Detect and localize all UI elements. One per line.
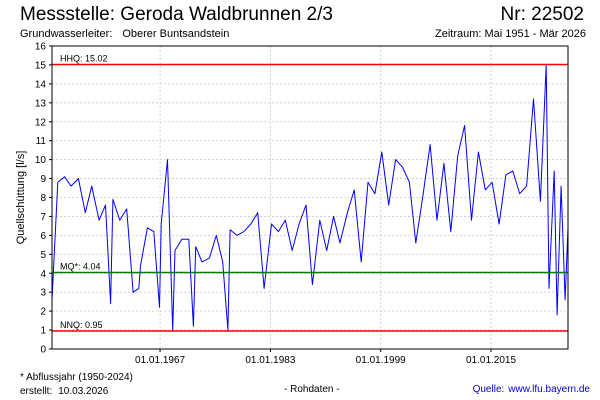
x-tick-label: 01.01.1983 (245, 355, 295, 366)
plot-frame (51, 45, 569, 350)
created-label: erstellt: (20, 386, 53, 397)
raw-data-label: - Rohdaten - (284, 384, 340, 395)
reference-line-label: MQ*: 4.04 (60, 261, 101, 271)
y-tick-label: 16 (35, 42, 47, 53)
y-tick-label: 9 (40, 174, 46, 185)
created-date: 10.03.2026 (58, 386, 109, 397)
y-tick-label: 3 (40, 288, 46, 299)
y-tick-label: 5 (40, 250, 46, 261)
y-tick-label: 15 (35, 60, 47, 71)
y-tick-label: 0 (40, 345, 46, 356)
y-tick-label: 13 (35, 98, 47, 109)
y-tick-label: 4 (40, 269, 46, 280)
y-tick-label: 1 (40, 326, 46, 337)
y-tick-label: 7 (40, 212, 46, 223)
discharge-series-line (51, 64, 569, 331)
y-tick-label: 12 (35, 117, 47, 128)
reference-line-label: NNQ: 0.95 (60, 320, 103, 330)
station-number: Nr: 22502 (500, 4, 584, 25)
aquifer-value: Oberer Buntsandstein (122, 28, 230, 40)
y-tick-label: 8 (40, 193, 46, 204)
y-tick-label: 2 (40, 307, 46, 318)
created-info: erstellt: 10.03.2026 (20, 386, 108, 397)
y-tick-label: 11 (36, 136, 47, 147)
y-tick-label: 10 (35, 155, 47, 166)
x-tick-label: 01.01.1967 (135, 355, 185, 366)
station-title: Messstelle: Geroda Waldbrunnen 2/3 (20, 4, 333, 25)
x-tick-label: 01.01.1999 (356, 355, 406, 366)
period-label: Zeitraum: Mai 1951 - Mär 2026 (434, 28, 586, 40)
x-tick-label: 01.01.2015 (466, 355, 516, 366)
source-link[interactable]: www.lfu.bayern.de (508, 384, 590, 395)
aquifer-info: Grundwasserleiter: Oberer Buntsandstein (20, 28, 229, 40)
reference-line-label: HHQ: 15.02 (60, 54, 108, 64)
source-label: Quelle: (472, 384, 505, 395)
source-info: Quelle: www.lfu.bayern.de (473, 384, 590, 395)
y-tick-label: 6 (40, 231, 46, 242)
y-axis-label: Quellschüttung [l/s] (15, 151, 27, 245)
y-tick-label: 14 (35, 79, 47, 90)
footnote: * Abflussjahr (1950-2024) (20, 372, 133, 383)
aquifer-label: Grundwasserleiter: (20, 28, 113, 40)
